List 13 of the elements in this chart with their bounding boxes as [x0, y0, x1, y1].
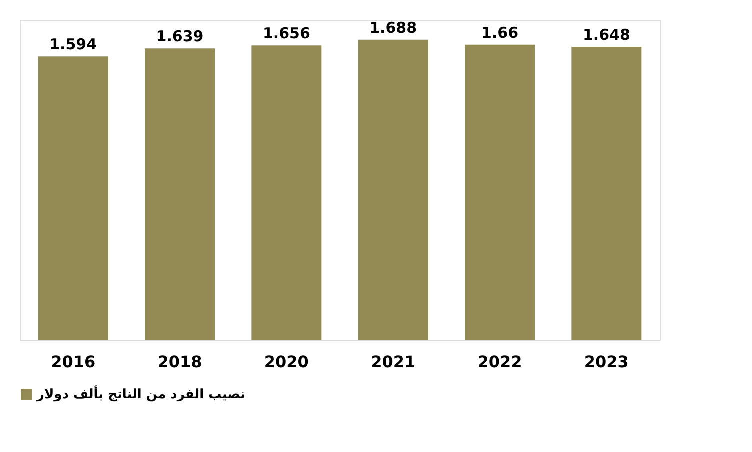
data-label: 1.656: [262, 24, 310, 43]
x-tick-label: 2016: [51, 352, 96, 372]
x-tick-label: 2023: [584, 352, 629, 372]
legend-label: نصيب الفرد من الناتج بألف دولار: [36, 386, 246, 402]
data-label: 1.594: [50, 36, 98, 54]
x-tick-label: 2022: [478, 352, 522, 372]
data-label: 1.688: [370, 18, 418, 37]
x-tick-label: 2020: [264, 352, 309, 372]
x-tick-label: 2018: [158, 352, 202, 372]
x-tick-label: 2021: [371, 352, 416, 372]
data-label: 1.648: [582, 26, 630, 44]
data-label: 1.66: [481, 24, 519, 42]
data-label: 1.639: [156, 28, 204, 46]
